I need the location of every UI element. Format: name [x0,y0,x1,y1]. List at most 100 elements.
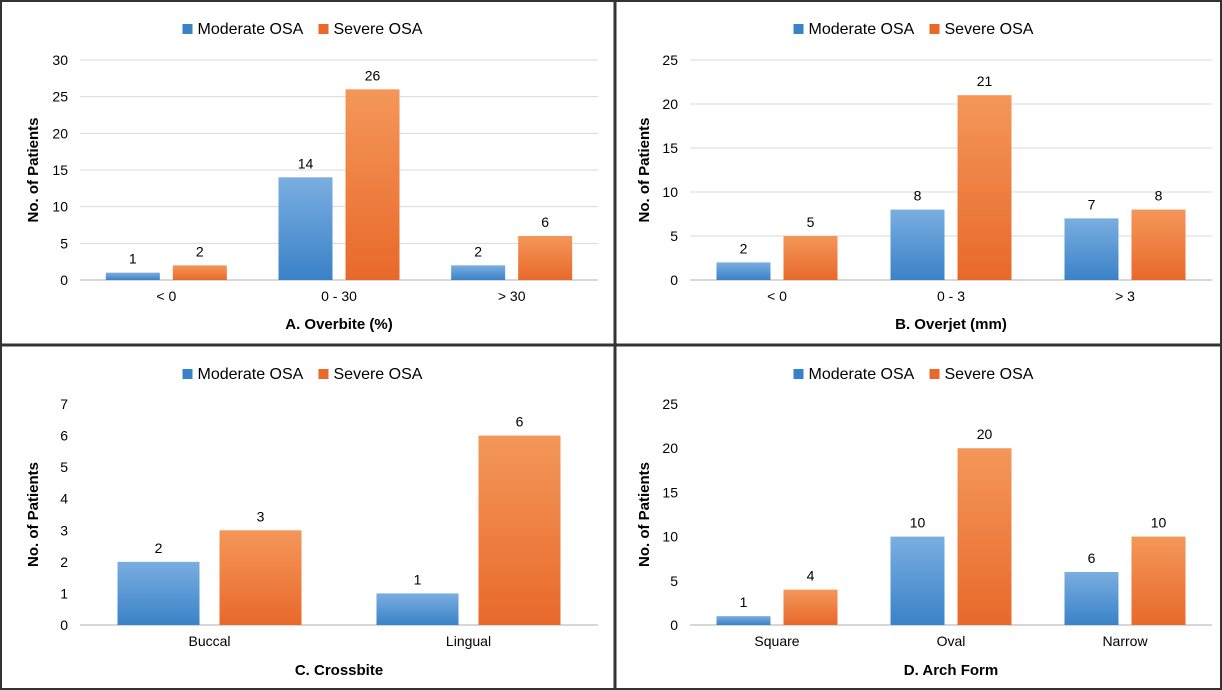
y-tick-label: 10 [662,529,678,545]
y-axis-title: No. of Patients [25,117,42,222]
y-tick-label: 3 [60,522,68,538]
data-label: 4 [807,568,815,584]
bar [1064,571,1119,625]
bar [105,272,160,280]
x-axis-title: D. Arch Form [904,662,998,679]
y-axis-title: No. of Patients [25,462,42,567]
bar [518,236,573,280]
y-tick-label: 0 [60,272,68,288]
data-label: 10 [910,515,926,531]
y-tick-label: 30 [52,52,68,68]
legend: Moderate OSA Severe OSA [793,21,1034,38]
x-tick-label: Square [754,633,799,649]
y-tick-label: 15 [52,162,68,178]
y-tick-label: 5 [60,459,68,475]
bar [278,177,333,280]
data-label: 2 [474,243,482,259]
y-tick-label: 6 [60,428,68,444]
y-tick-label: 0 [670,272,678,288]
bar [957,448,1012,625]
data-label: 14 [298,155,314,171]
bar [345,89,400,280]
x-tick-label: Buccal [188,633,230,649]
y-tick-label: 10 [662,184,678,200]
x-tick-label: 0 - 30 [321,288,357,304]
data-label: 6 [516,414,524,430]
y-tick-label: 15 [662,140,678,156]
data-label: 2 [155,540,163,556]
bar [1131,536,1186,625]
legend-label: Moderate OSA [809,366,915,383]
legend-label: Moderate OSA [198,366,304,383]
bar [957,95,1012,280]
y-tick-label: 4 [60,491,68,507]
data-label: 21 [977,73,993,89]
x-tick-label: < 0 [767,288,787,304]
x-tick-label: Narrow [1102,633,1148,649]
bar [1131,209,1186,280]
y-tick-label: 25 [52,89,68,105]
x-tick-label: Lingual [446,633,491,649]
y-tick-label: 20 [52,125,68,141]
y-tick-label: 25 [662,396,678,412]
bar [172,265,227,280]
data-label: 5 [807,214,815,230]
y-axis-title: No. of Patients [636,462,653,567]
bar [716,616,771,625]
bar [376,593,459,625]
y-tick-label: 5 [60,235,68,251]
y-tick-label: 5 [670,573,678,589]
legend-swatch [793,369,804,379]
bar [1064,218,1119,280]
y-tick-label: 7 [60,396,68,412]
data-label: 3 [257,508,265,524]
bar [219,530,302,625]
y-tick-label: 10 [52,199,68,215]
x-tick-label: > 30 [498,288,526,304]
legend-swatch [793,24,804,34]
x-tick-label: 0 - 3 [937,288,965,304]
data-label: 26 [365,67,381,83]
data-label: 1 [740,594,748,610]
legend-label: Severe OSA [945,366,1034,383]
data-label: 10 [1151,515,1167,531]
data-label: 6 [541,214,549,230]
legend-swatch [929,369,940,379]
x-axis-title: C. Crossbite [295,662,383,679]
data-label: 7 [1088,196,1096,212]
legend: Moderate OSA Severe OSA [182,21,423,38]
x-axis-title: B. Overjet (mm) [895,316,1007,333]
legend-swatch [182,369,193,379]
bar [890,209,945,280]
legend-swatch [318,369,329,379]
y-tick-label: 15 [662,484,678,500]
bar [783,236,838,280]
legend-label: Severe OSA [334,21,423,38]
y-tick-label: 1 [60,585,68,601]
legend-label: Severe OSA [334,366,423,383]
y-axis-title: No. of Patients [636,117,653,222]
y-tick-label: 0 [670,617,678,633]
x-axis-title: A. Overbite (%) [285,316,393,333]
y-tick-label: 25 [662,52,678,68]
panel-arch-form: 0 5 10 15 20 25 1 4 Square 10 20 Oval 6 10 Narrow D. Ar… [636,366,1212,679]
bar [451,265,506,280]
bar [890,536,945,625]
x-tick-label: Oval [937,633,966,649]
data-label: 2 [196,243,204,259]
legend-label: Moderate OSA [809,21,915,38]
y-tick-label: 20 [662,440,678,456]
legend-label: Severe OSA [945,21,1034,38]
legend-swatch [318,24,329,34]
bar [716,262,771,280]
bar [478,435,561,625]
y-tick-label: 2 [60,554,68,570]
data-label: 1 [129,251,137,267]
data-label: 1 [414,571,422,587]
y-tick-label: 5 [670,228,678,244]
legend: Moderate OSA Severe OSA [182,366,423,383]
y-tick-label: 0 [60,617,68,633]
